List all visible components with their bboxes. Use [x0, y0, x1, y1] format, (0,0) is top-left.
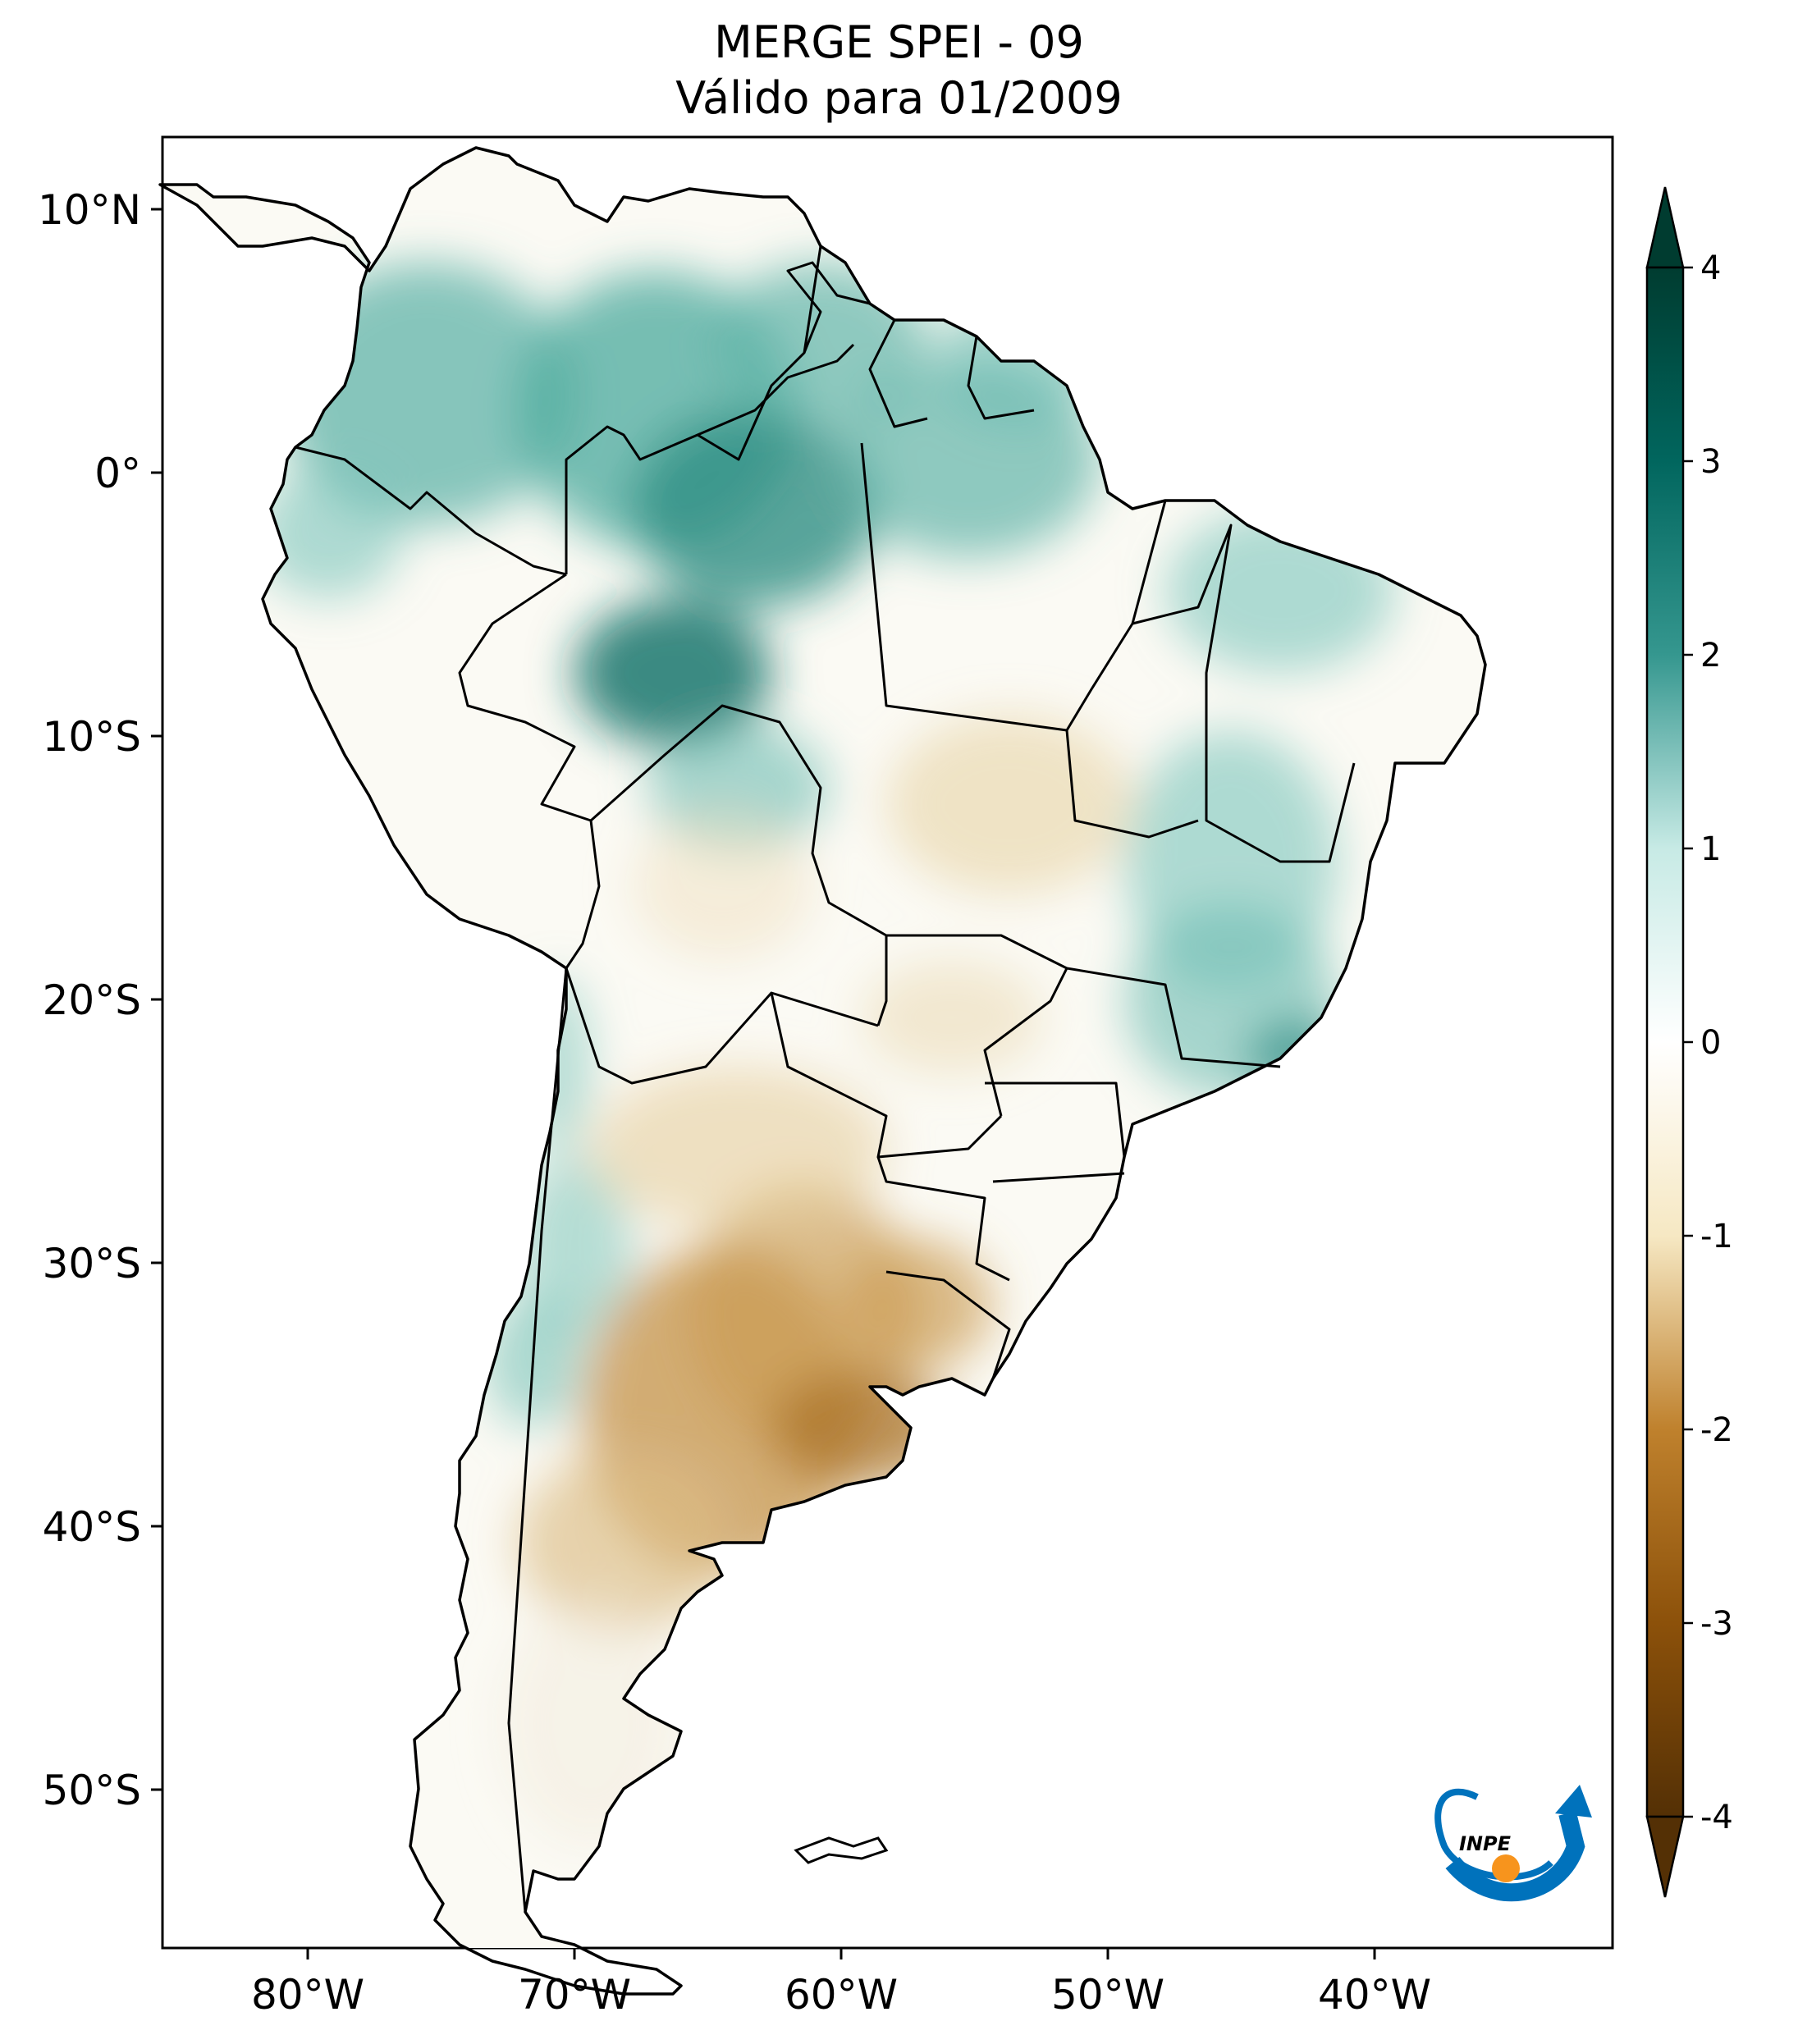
brazil-parana-border: [985, 1081, 1126, 1158]
map-title: MERGE SPEI - 09: [714, 16, 1084, 68]
peru-bolivia-border: [565, 820, 601, 969]
brazil-santa-catarina-border: [992, 1172, 1125, 1183]
axis-ticks: [151, 208, 1376, 1959]
inpe-logo-text: INPE: [1459, 1832, 1512, 1855]
colorbar-tick-3: 3: [1700, 443, 1721, 481]
french-guiana-border: [967, 336, 1035, 420]
colorbar-tick-1: 1: [1700, 830, 1721, 868]
uruguay-border: [885, 1270, 1011, 1379]
lon-label-50w: 50°W: [1051, 1971, 1164, 2019]
bolivia-paraguay-argentina-border: [565, 967, 879, 1085]
lon-label-60w: 60°W: [785, 1971, 898, 2019]
chile-argentina-border: [507, 967, 568, 1913]
falkland-islands: [794, 1836, 889, 1864]
lon-label-80w: 80°W: [251, 1971, 364, 2019]
lon-label-40w: 40°W: [1318, 1971, 1431, 2019]
brazil-state-borders-southeast: [1066, 967, 1281, 1068]
paraguay-border: [770, 992, 1003, 1159]
inpe-logo-dot: [1492, 1854, 1520, 1882]
brazil-state-borders-midwest: [886, 934, 1068, 1117]
lat-label-10s: 10°S: [43, 713, 141, 761]
inpe-logo: INPE: [1434, 1785, 1592, 1902]
colorbar-min-extension: [1645, 1815, 1685, 1898]
brazil-state-borders-central: [1065, 729, 1199, 839]
lat-label-50s: 50°S: [43, 1767, 141, 1814]
argentina-brazil-border: [876, 1156, 1010, 1282]
guyana-border: [786, 261, 871, 354]
brazil-state-borders-northeast: [1132, 524, 1356, 863]
lat-label-0: 0°: [94, 450, 141, 497]
coastline: [158, 146, 1487, 1996]
colombia-venezuela-brazil-border: [565, 245, 822, 574]
map-subtitle: Válido para 01/2009: [675, 72, 1123, 124]
colorbar: 4 3 2 1 0 -1 -2 -3 -4: [1645, 186, 1733, 1898]
colorbar-max-extension: [1645, 186, 1685, 269]
lat-label-10n: 10°N: [38, 186, 141, 234]
venezuela-brazil-border: [697, 343, 855, 437]
bolivia-brazil-border: [590, 704, 888, 1027]
peru-brazil-border: [458, 573, 592, 822]
lat-label-20s: 20°S: [43, 976, 141, 1024]
colorbar-gradient: [1645, 266, 1685, 1818]
brazil-state-borders-north: [860, 442, 1167, 732]
colorbar-tick-neg1: -1: [1700, 1218, 1733, 1255]
country-borders: [295, 245, 1356, 1913]
colorbar-tick-0: 0: [1700, 1024, 1721, 1062]
suriname-border: [868, 319, 928, 428]
colorbar-tick-neg2: -2: [1700, 1411, 1733, 1449]
colorbar-tick-neg4: -4: [1700, 1799, 1733, 1836]
lon-label-70w: 70°W: [518, 1971, 631, 2019]
colorbar-tick-4: 4: [1700, 249, 1721, 287]
lat-label-30s: 30°S: [43, 1240, 141, 1287]
colombia-ecuador-peru-border: [295, 446, 567, 576]
colorbar-tick-neg3: -3: [1700, 1605, 1733, 1643]
lat-label-40s: 40°S: [43, 1503, 141, 1551]
colorbar-tick-2: 2: [1700, 637, 1721, 674]
